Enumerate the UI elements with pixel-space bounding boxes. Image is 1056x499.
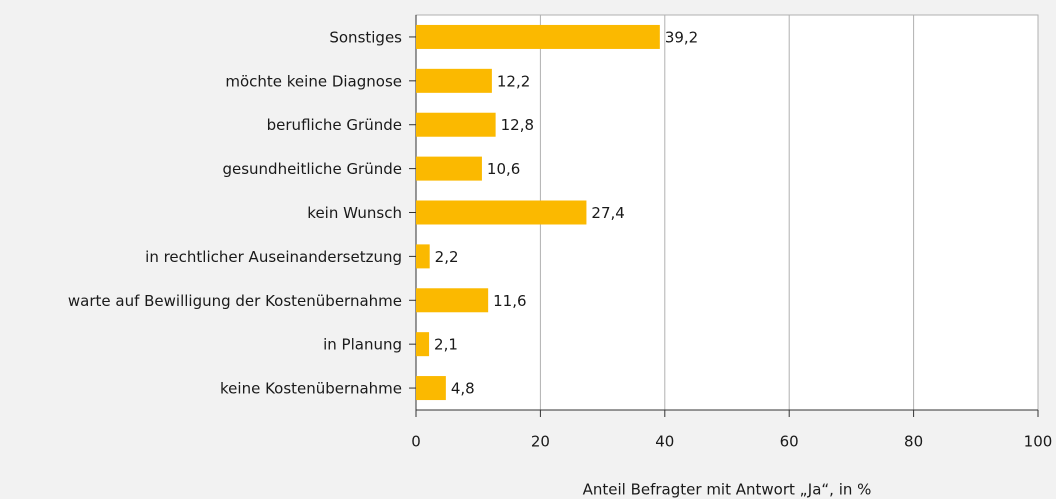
value-label: 2,1 xyxy=(434,336,458,354)
y-tick-label: kein Wunsch xyxy=(307,204,402,222)
y-tick-label: Sonstiges xyxy=(329,28,402,46)
bar xyxy=(416,244,430,269)
bar xyxy=(416,68,492,93)
bar xyxy=(416,200,587,225)
y-tick-label: warte auf Bewilligung der Kostenübernahm… xyxy=(68,292,402,310)
bar xyxy=(416,288,489,313)
x-tick-label: 0 xyxy=(411,433,421,451)
bar xyxy=(416,156,482,181)
x-tick-label: 80 xyxy=(904,433,923,451)
y-tick-label: berufliche Gründe xyxy=(267,116,402,134)
bar xyxy=(416,376,446,401)
value-label: 27,4 xyxy=(591,204,624,222)
x-axis-label: Anteil Befragter mit Antwort „Ja“, in % xyxy=(583,481,872,499)
x-tick-label: 40 xyxy=(655,433,674,451)
y-tick-label: möchte keine Diagnose xyxy=(225,72,402,90)
x-tick-label: 100 xyxy=(1024,433,1053,451)
value-label: 12,2 xyxy=(497,72,530,90)
y-tick-label: gesundheitliche Gründe xyxy=(222,160,402,178)
x-tick-label: 20 xyxy=(531,433,550,451)
x-tick-label: 60 xyxy=(780,433,799,451)
value-label: 10,6 xyxy=(487,160,520,178)
y-tick-label: keine Kostenübernahme xyxy=(220,380,402,398)
bar xyxy=(416,332,430,357)
value-label: 2,2 xyxy=(435,248,459,266)
value-label: 39,2 xyxy=(665,28,698,46)
bar xyxy=(416,112,496,137)
value-label: 12,8 xyxy=(501,116,534,134)
bar xyxy=(416,24,660,49)
y-tick-label: in rechtlicher Auseinandersetzung xyxy=(145,248,402,266)
value-label: 11,6 xyxy=(493,292,526,310)
value-label: 4,8 xyxy=(451,380,475,398)
y-tick-label: in Planung xyxy=(323,336,402,354)
